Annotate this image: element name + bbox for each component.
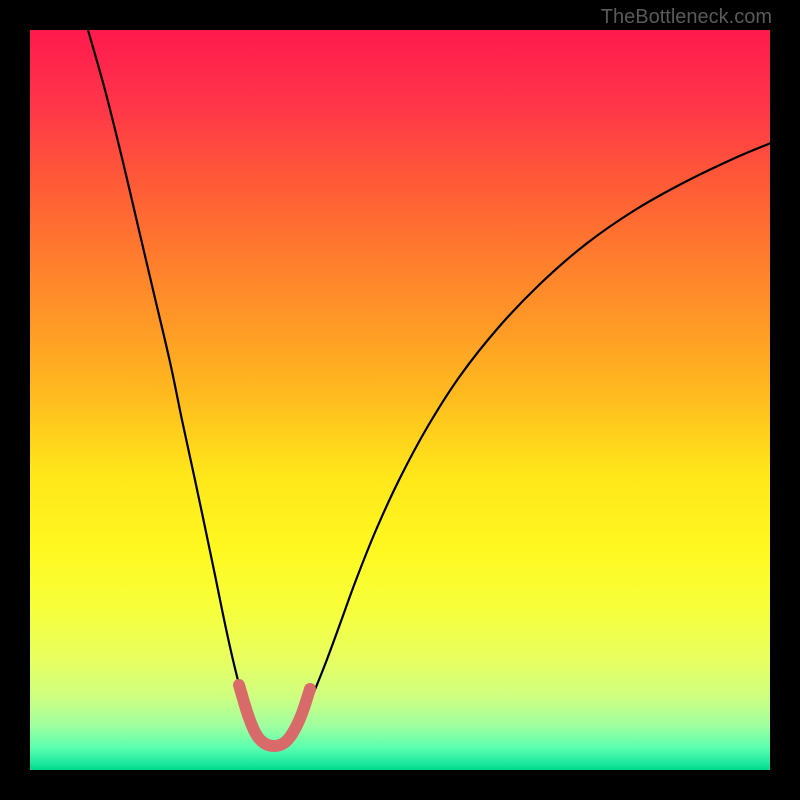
bottom-highlight [239,685,310,746]
bottleneck-curve [88,30,770,746]
plot-area [30,30,770,770]
chart-svg [30,30,770,770]
watermark-text: TheBottleneck.com [601,6,772,29]
